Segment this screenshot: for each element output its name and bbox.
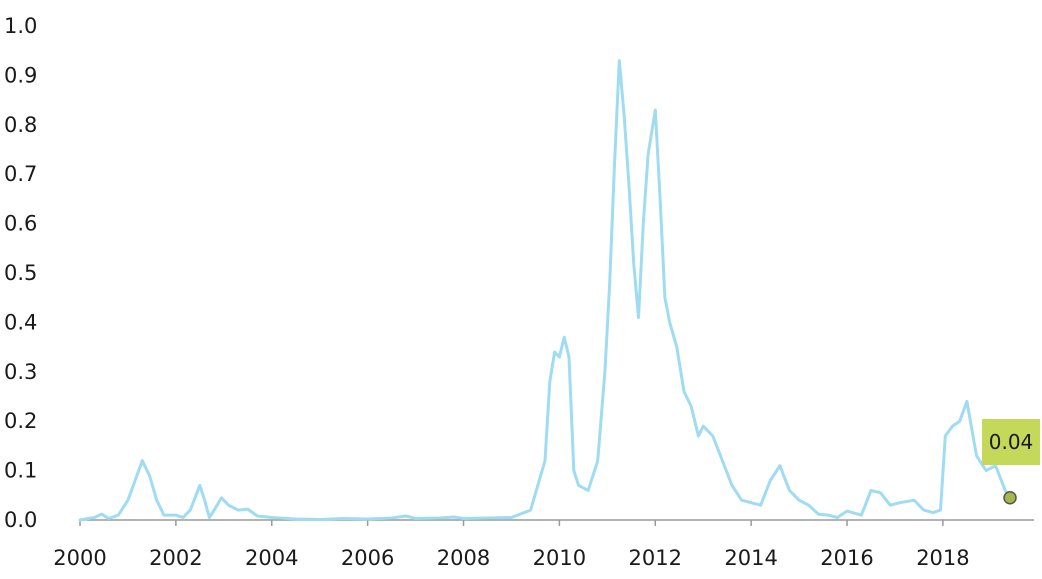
x-tick-label: 2018 [916, 546, 969, 570]
y-tick-label: 0.7 [4, 162, 37, 186]
x-tick-label: 2014 [724, 546, 777, 570]
y-tick-label: 0.4 [4, 310, 37, 334]
x-tick-label: 2008 [437, 546, 490, 570]
y-tick-label: 0.3 [4, 360, 37, 384]
y-tick-label: 0.0 [4, 508, 37, 532]
y-tick-label: 0.5 [4, 261, 37, 285]
y-tick-label: 0.8 [4, 113, 37, 137]
x-axis-ticks: 2000 2002 2004 2006 2008 2010 2012 2014 2016 2018 [53, 520, 970, 570]
series-line [78, 59, 1012, 522]
x-tick-label: 2002 [149, 546, 202, 570]
x-tick-label: 2010 [533, 546, 586, 570]
latest-value-label-box [982, 419, 1040, 465]
y-tick-label: 0.9 [4, 63, 37, 87]
x-tick-label: 2004 [245, 546, 298, 570]
end-point-marker [1003, 491, 1017, 505]
x-tick-label: 2006 [341, 546, 394, 570]
y-tick-label: 0.6 [4, 212, 37, 236]
x-tick-label: 2000 [53, 546, 106, 570]
y-tick-label: 1.0 [4, 14, 37, 38]
x-tick-label: 2016 [820, 546, 873, 570]
x-tick-label: 2012 [629, 546, 682, 570]
y-tick-label: 0.2 [4, 409, 37, 433]
y-axis-ticks: 0.0 0.1 0.2 0.3 0.4 0.5 0.6 0.7 0.8 0.9 1.0 [4, 14, 37, 532]
latest-value-label: 0.04 [989, 430, 1034, 454]
y-tick-label: 0.1 [4, 459, 37, 483]
